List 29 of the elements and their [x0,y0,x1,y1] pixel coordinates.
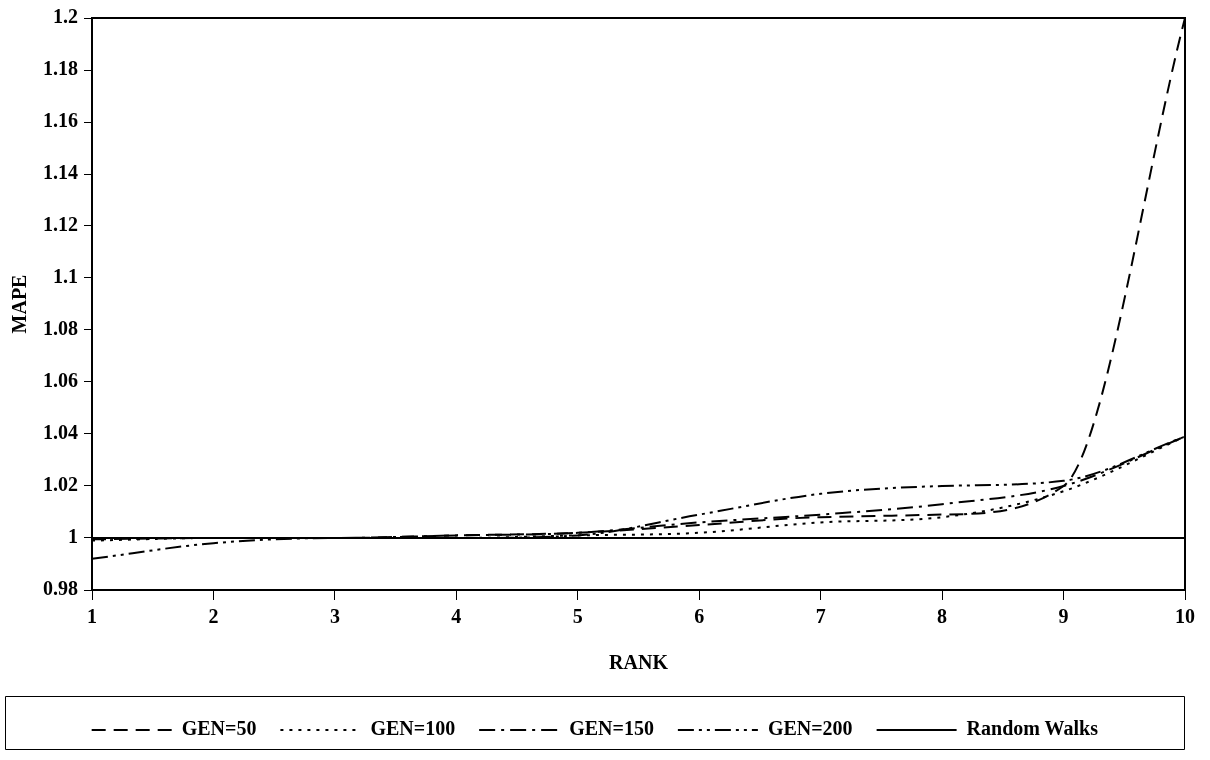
y-tick-label: 1.04 [43,421,78,444]
y-tick-label: 1.16 [43,109,78,132]
legend-label: Random Walks [966,717,1099,740]
y-tick-label: 1.2 [53,5,78,28]
y-tick-label: 1.08 [43,317,78,340]
x-tick-label: 9 [1058,605,1069,628]
y-tick-label: 1.14 [43,161,78,184]
y-tick-label: 1.02 [43,473,78,496]
x-axis-title: RANK [609,651,669,674]
x-tick-label: 4 [451,605,462,628]
y-tick-label: 1.06 [43,369,78,392]
x-tick-label: 2 [208,605,219,628]
y-tick-label: 1.1 [53,265,78,288]
x-tick-label: 6 [694,605,705,628]
y-tick-label: 1 [68,525,78,548]
x-tick-label: 10 [1175,605,1195,628]
x-tick-label: 7 [815,605,826,628]
y-axis-title: MAPE [8,274,31,334]
legend-label: GEN=150 [569,717,654,740]
x-tick-label: 5 [572,605,583,628]
x-tick-label: 1 [87,605,97,628]
y-tick-label: 1.18 [43,57,78,80]
legend-label: GEN=200 [767,717,853,740]
x-tick-label: 3 [329,605,340,628]
x-tick-label: 8 [937,605,948,628]
y-tick-label: 1.12 [43,213,78,236]
legend-label: GEN=50 [181,717,257,740]
y-tick-label: 0.98 [43,577,78,600]
legend-label: GEN=100 [370,717,456,740]
